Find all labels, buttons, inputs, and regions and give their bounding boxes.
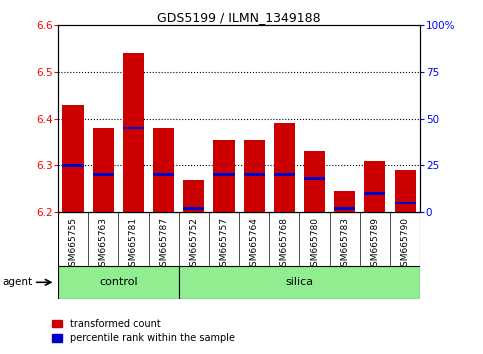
Bar xyxy=(274,173,295,176)
Text: control: control xyxy=(99,277,138,287)
Bar xyxy=(153,173,174,176)
Text: GSM665787: GSM665787 xyxy=(159,217,168,272)
FancyBboxPatch shape xyxy=(58,266,179,299)
Bar xyxy=(334,191,355,212)
Bar xyxy=(395,202,416,204)
Bar xyxy=(62,164,84,167)
Text: GSM665789: GSM665789 xyxy=(370,217,380,272)
Bar xyxy=(274,123,295,212)
Text: GSM665768: GSM665768 xyxy=(280,217,289,272)
Bar xyxy=(153,128,174,212)
Bar xyxy=(183,207,204,210)
Text: GSM665790: GSM665790 xyxy=(400,217,410,272)
FancyBboxPatch shape xyxy=(179,266,420,299)
Text: GSM665781: GSM665781 xyxy=(129,217,138,272)
Bar xyxy=(304,177,325,180)
Bar xyxy=(364,192,385,195)
Text: silica: silica xyxy=(285,277,313,287)
Bar xyxy=(213,140,235,212)
Text: GSM665783: GSM665783 xyxy=(340,217,349,272)
Bar xyxy=(123,127,144,129)
Text: GSM665764: GSM665764 xyxy=(250,217,259,272)
Bar xyxy=(395,170,416,212)
Bar xyxy=(123,53,144,212)
Bar xyxy=(213,173,235,176)
Bar xyxy=(334,207,355,210)
Bar xyxy=(93,128,114,212)
Text: GSM665757: GSM665757 xyxy=(219,217,228,272)
Text: GSM665780: GSM665780 xyxy=(310,217,319,272)
Title: GDS5199 / ILMN_1349188: GDS5199 / ILMN_1349188 xyxy=(157,11,321,24)
Text: GSM665755: GSM665755 xyxy=(69,217,78,272)
Text: agent: agent xyxy=(2,277,32,287)
Bar xyxy=(243,173,265,176)
Bar xyxy=(243,140,265,212)
Bar xyxy=(93,173,114,176)
Bar xyxy=(183,179,204,212)
Bar xyxy=(304,152,325,212)
Bar xyxy=(364,161,385,212)
Text: GSM665752: GSM665752 xyxy=(189,217,199,272)
Legend: transformed count, percentile rank within the sample: transformed count, percentile rank withi… xyxy=(48,315,239,347)
Text: GSM665763: GSM665763 xyxy=(99,217,108,272)
Bar xyxy=(62,104,84,212)
